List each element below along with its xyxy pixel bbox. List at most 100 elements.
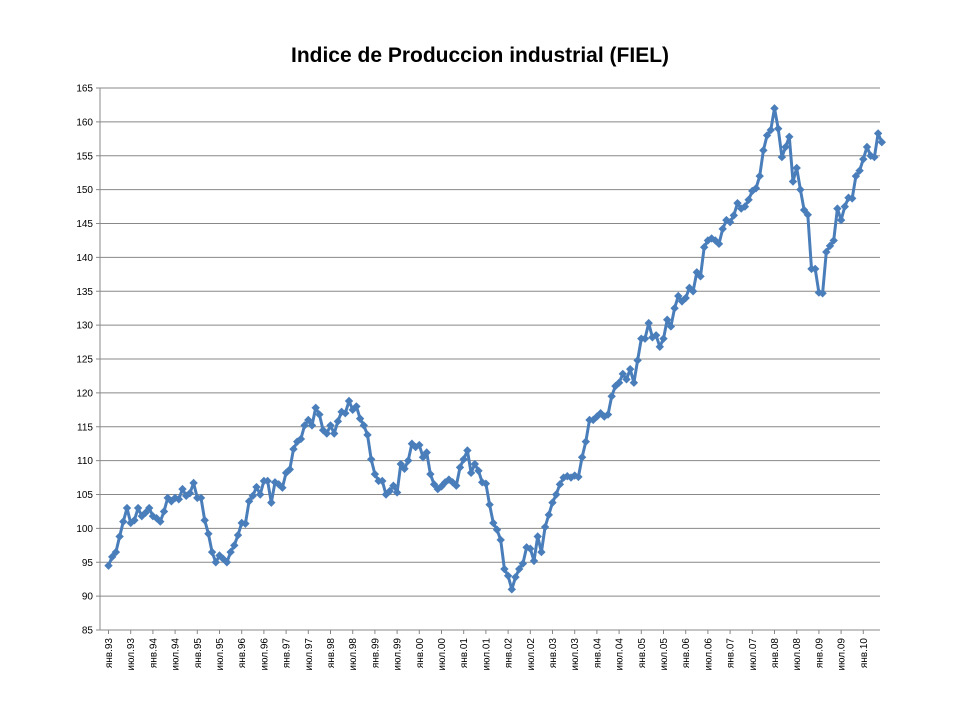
x-tick-label: июл.09 [837,638,848,671]
data-point-marker [289,444,298,454]
x-tick-label: янв.96 [237,638,248,669]
data-point-marker [581,437,590,446]
y-tick-label: 130 [76,321,93,332]
data-point-marker [792,163,801,173]
data-point-marker [233,530,243,540]
data-point-marker [622,375,631,384]
data-point-marker [278,483,287,492]
data-point-marker [563,472,572,481]
data-point-marker [400,464,409,473]
data-point-marker [111,547,121,557]
data-point-marker [311,403,320,412]
data-point-marker [367,455,376,464]
x-tick-label: июл.97 [304,638,315,671]
data-point-marker [404,456,413,465]
data-point-marker [148,511,158,521]
data-point-marker [211,558,220,567]
data-point-marker [418,453,428,462]
data-point-marker [156,517,165,526]
x-tick-label: июл.07 [748,638,759,671]
data-point-marker [855,166,864,175]
data-point-marker [589,415,598,425]
data-point-marker [515,564,524,574]
data-point-marker [544,510,553,520]
data-point-marker [503,571,513,580]
data-point-marker [537,547,546,557]
data-point-marker [385,486,394,496]
x-tick-label: июл.99 [393,638,404,671]
data-point-marker [540,522,550,532]
axes [96,87,880,634]
y-axis-ticks: 85 90 95 100 105 110 115 120 125 130 135 140 145 150 1… [76,84,93,637]
x-tick-label: июл.03 [570,638,581,671]
x-tick-label: янв.93 [104,638,115,669]
x-tick-label: июл.93 [126,638,137,671]
x-tick-label: янв.98 [326,638,337,669]
data-point-marker [185,488,195,498]
y-tick-label: 95 [82,558,94,569]
data-point-marker [781,142,790,152]
data-point-marker [825,241,835,251]
data-point-marker [315,410,324,419]
y-tick-label: 150 [76,185,93,196]
data-point-marker [463,446,472,455]
data-point-marker [651,331,661,340]
data-point-marker [848,194,857,203]
data-point-marker [207,547,217,557]
data-point-marker [644,318,653,328]
data-point-marker [300,421,309,430]
data-point-marker [267,498,276,507]
data-point-marker [285,465,294,474]
x-tick-label: янв.95 [193,638,204,669]
data-point-marker [455,463,465,472]
data-point-marker [529,556,539,566]
data-point-marker [559,473,568,482]
data-point-marker [570,471,579,480]
data-point-marker [422,448,431,457]
data-point-marker [703,236,713,245]
data-point-marker [492,525,502,534]
data-point-marker [507,585,516,594]
data-point-marker [603,410,613,419]
x-tick-label: июл.94 [171,638,182,671]
y-tick-label: 145 [76,219,93,230]
x-tick-label: янв.03 [548,638,559,669]
data-point-marker [219,554,228,564]
data-point-marker [359,421,368,430]
data-point-marker [688,287,698,296]
data-point-marker [396,459,405,469]
data-point-marker [700,243,709,252]
y-tick-label: 85 [82,626,94,637]
x-tick-label: июл.98 [348,638,359,671]
data-point-marker [115,532,124,541]
data-point-marker [429,480,439,489]
x-tick-label: июл.96 [259,638,270,671]
data-point-marker [600,412,609,421]
x-tick-label: янв.97 [282,638,293,669]
data-point-marker [392,488,402,497]
data-point-marker [618,369,627,379]
data-point-marker [355,414,365,423]
data-point-marker [640,334,650,343]
data-point-marker [322,429,331,438]
data-point-marker [574,472,583,482]
data-point-marker [659,334,668,343]
data-point-marker [470,459,479,469]
data-point-marker [748,186,757,196]
data-point-marker [751,184,761,193]
data-point-marker [796,185,805,194]
data-point-marker [596,409,605,418]
x-tick-label: янв.04 [592,638,603,669]
data-point-marker [204,529,213,538]
data-point-marker [774,124,783,133]
data-point-marker [629,378,639,387]
data-point-marker [333,417,343,426]
data-point-marker [833,204,842,213]
data-point-marker [777,152,787,162]
data-point-marker [474,466,483,475]
data-point-marker [378,476,387,486]
data-point-marker [452,481,461,490]
data-point-marker [870,152,879,162]
x-tick-label: янв.00 [415,638,426,669]
data-point-marker [718,224,727,234]
